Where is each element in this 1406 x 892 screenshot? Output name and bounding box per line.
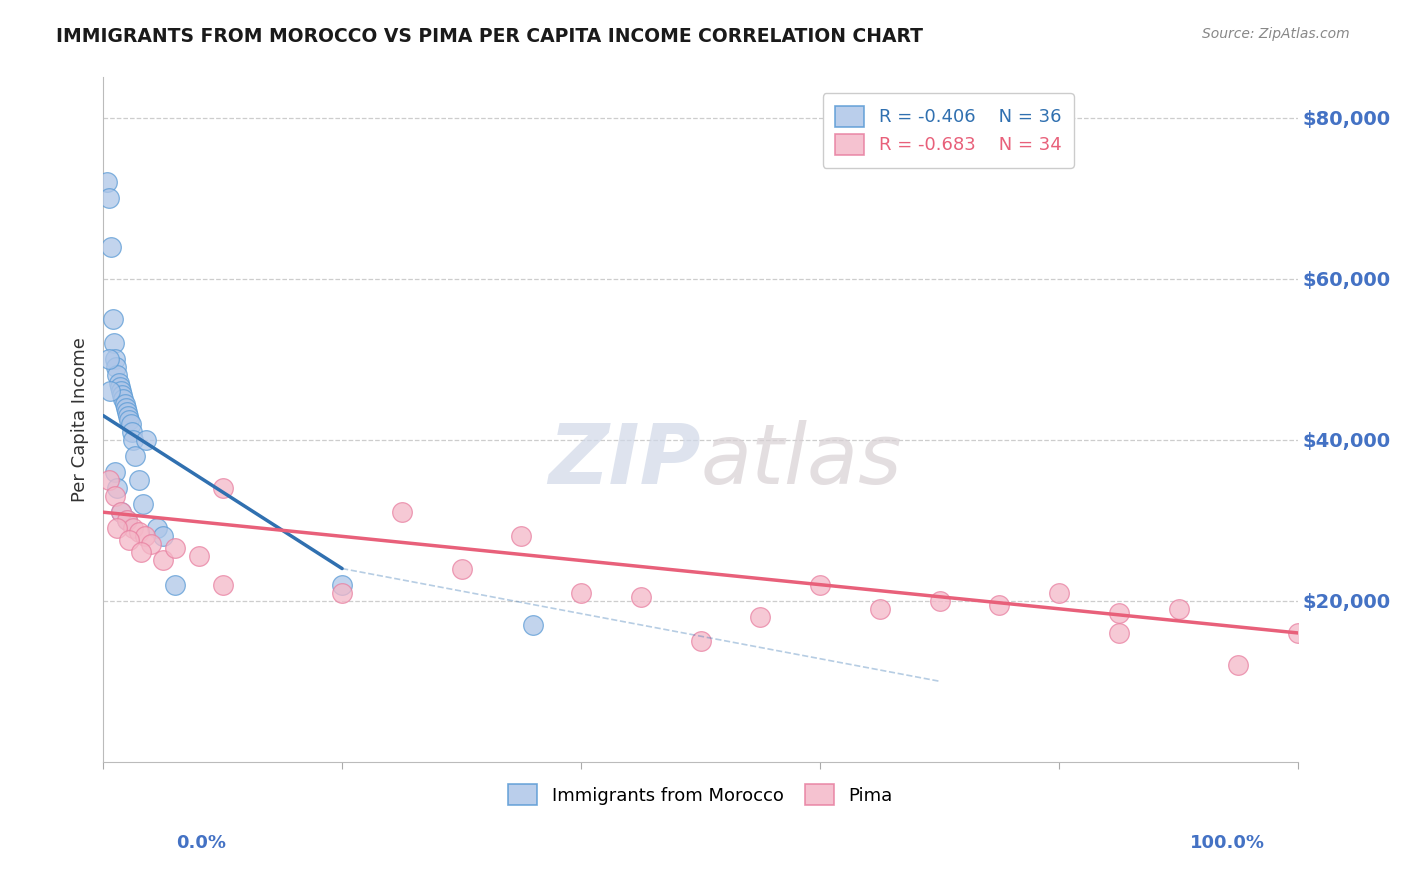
Point <box>104 465 127 479</box>
Point <box>211 577 233 591</box>
Point <box>510 529 533 543</box>
Point <box>139 537 162 551</box>
Legend: Immigrants from Morocco, Pima: Immigrants from Morocco, Pima <box>499 775 901 814</box>
Point <box>1108 626 1130 640</box>
Point <box>101 312 124 326</box>
Point <box>163 541 186 556</box>
Point <box>330 585 353 599</box>
Point <box>118 533 141 548</box>
Point <box>120 417 142 431</box>
Point <box>330 577 353 591</box>
Point <box>988 598 1011 612</box>
Point <box>98 191 121 205</box>
Point <box>104 352 127 367</box>
Point <box>152 553 174 567</box>
Point <box>211 481 233 495</box>
Point <box>749 610 772 624</box>
Point <box>131 497 153 511</box>
Text: ZIP: ZIP <box>548 420 700 501</box>
Point <box>115 513 138 527</box>
Point <box>128 473 150 487</box>
Point <box>1167 602 1189 616</box>
Text: 100.0%: 100.0% <box>1191 834 1265 852</box>
Point <box>391 505 413 519</box>
Point <box>1227 658 1250 673</box>
Point <box>110 505 132 519</box>
Text: atlas: atlas <box>700 420 903 501</box>
Point <box>152 529 174 543</box>
Point <box>522 618 544 632</box>
Point <box>134 529 156 543</box>
Point <box>100 239 122 253</box>
Point <box>105 360 128 375</box>
Point <box>115 513 138 527</box>
Point <box>115 404 138 418</box>
Point <box>96 175 118 189</box>
Point <box>107 481 129 495</box>
Text: IMMIGRANTS FROM MOROCCO VS PIMA PER CAPITA INCOME CORRELATION CHART: IMMIGRANTS FROM MOROCCO VS PIMA PER CAPI… <box>56 27 924 45</box>
Point <box>689 634 711 648</box>
Text: Source: ZipAtlas.com: Source: ZipAtlas.com <box>1202 27 1350 41</box>
Point <box>928 593 950 607</box>
Point <box>112 392 135 407</box>
Point <box>131 545 153 559</box>
Point <box>103 336 125 351</box>
Point <box>163 577 186 591</box>
Point <box>104 489 127 503</box>
Point <box>110 384 132 399</box>
Point <box>107 521 129 535</box>
Y-axis label: Per Capita Income: Per Capita Income <box>72 337 89 502</box>
Point <box>114 396 136 410</box>
Point <box>124 449 146 463</box>
Point <box>111 388 134 402</box>
Point <box>121 425 143 439</box>
Point <box>117 409 139 423</box>
Point <box>569 585 592 599</box>
Point <box>808 577 831 591</box>
Point <box>122 521 145 535</box>
Point <box>98 473 121 487</box>
Point <box>1286 626 1309 640</box>
Point <box>1108 606 1130 620</box>
Point <box>98 384 121 399</box>
Point <box>128 525 150 540</box>
Point <box>114 401 136 415</box>
Point <box>108 380 131 394</box>
Point <box>118 412 141 426</box>
Text: 0.0%: 0.0% <box>176 834 226 852</box>
Point <box>107 368 129 383</box>
Point <box>187 549 209 564</box>
Point <box>135 433 157 447</box>
Point <box>110 505 132 519</box>
Point <box>869 602 891 616</box>
Point <box>107 376 129 391</box>
Point <box>450 561 472 575</box>
Point <box>630 590 652 604</box>
Point <box>122 433 145 447</box>
Point <box>1047 585 1070 599</box>
Point <box>146 521 169 535</box>
Point <box>98 352 121 367</box>
